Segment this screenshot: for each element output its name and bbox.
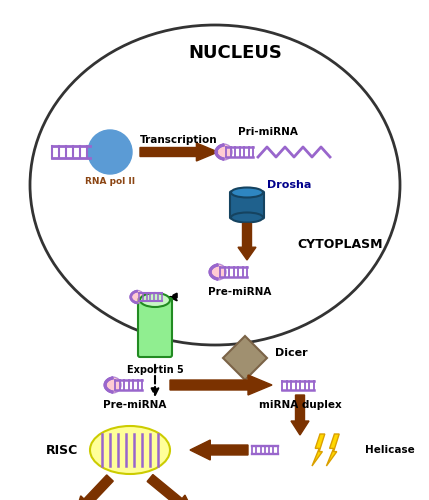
- FancyArrow shape: [140, 143, 218, 161]
- Text: Dicer: Dicer: [275, 348, 308, 358]
- Text: Helicase: Helicase: [365, 445, 415, 455]
- Ellipse shape: [216, 144, 232, 160]
- FancyArrow shape: [190, 440, 248, 460]
- Text: Pre-miRNA: Pre-miRNA: [208, 287, 272, 297]
- Polygon shape: [312, 434, 325, 466]
- Text: NUCLEUS: NUCLEUS: [188, 44, 282, 62]
- Ellipse shape: [105, 377, 121, 393]
- Circle shape: [88, 130, 132, 174]
- Text: Transcription: Transcription: [140, 135, 218, 145]
- Text: Pri-miRNA: Pri-miRNA: [238, 127, 298, 137]
- Polygon shape: [223, 336, 267, 380]
- Text: RISC: RISC: [46, 444, 78, 456]
- FancyBboxPatch shape: [138, 298, 172, 357]
- FancyArrow shape: [75, 475, 113, 500]
- Ellipse shape: [231, 212, 263, 222]
- Ellipse shape: [140, 293, 170, 307]
- Text: Exportin 5: Exportin 5: [127, 365, 183, 375]
- FancyBboxPatch shape: [230, 192, 264, 218]
- Ellipse shape: [210, 264, 226, 280]
- Text: CYTOPLASM: CYTOPLASM: [297, 238, 383, 252]
- Ellipse shape: [131, 290, 144, 304]
- Polygon shape: [326, 434, 339, 466]
- FancyArrow shape: [147, 474, 195, 500]
- Text: RNA pol II: RNA pol II: [85, 178, 135, 186]
- Ellipse shape: [231, 188, 263, 198]
- Text: Pre-miRNA: Pre-miRNA: [103, 400, 167, 410]
- Ellipse shape: [90, 426, 170, 474]
- Text: miRNA duplex: miRNA duplex: [259, 400, 341, 410]
- FancyArrow shape: [291, 395, 309, 435]
- FancyArrow shape: [170, 375, 272, 395]
- FancyArrow shape: [238, 224, 256, 260]
- Text: Drosha: Drosha: [267, 180, 311, 190]
